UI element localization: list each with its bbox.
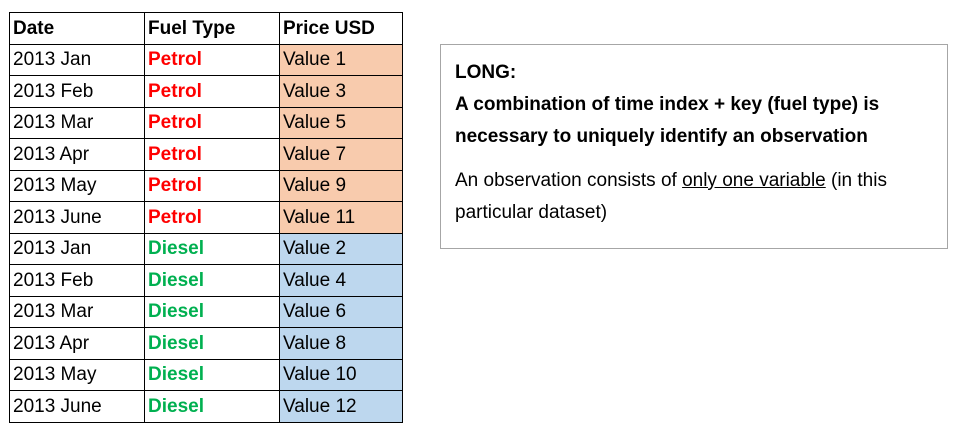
- fuel-price-table: Date Fuel Type Price USD 2013 Jan Petrol V…: [9, 12, 403, 423]
- fuel-type-cell: Petrol: [144, 43, 280, 76]
- date-cell: 2013 Feb: [9, 264, 145, 297]
- price-cell: Value 3: [279, 75, 403, 108]
- header-fuel-type: Fuel Type: [144, 12, 280, 45]
- price-cell: Value 2: [279, 232, 403, 265]
- long-format-note: LONG: A combination of time index + key …: [440, 44, 948, 249]
- fuel-type-cell: Diesel: [144, 327, 280, 360]
- header-price-usd: Price USD: [279, 12, 403, 45]
- fuel-type-cell: Petrol: [144, 75, 280, 108]
- note-text-before: An observation consists of: [455, 170, 683, 191]
- date-cell: 2013 Mar: [9, 106, 145, 139]
- date-cell: 2013 June: [9, 201, 145, 234]
- table-row: 2013 Jan Petrol Value 1: [9, 43, 403, 76]
- fuel-type-cell: Petrol: [144, 169, 280, 202]
- price-cell: Value 10: [279, 358, 403, 391]
- table-row: 2013 Feb Petrol Value 3: [9, 75, 403, 108]
- table-row: 2013 Apr Diesel Value 8: [9, 327, 403, 360]
- table-row: 2013 June Petrol Value 11: [9, 201, 403, 234]
- table-row: 2013 Mar Petrol Value 5: [9, 106, 403, 139]
- table-row: 2013 June Diesel Value 12: [9, 390, 403, 423]
- table-row: 2013 May Petrol Value 9: [9, 169, 403, 202]
- note-emphasis: A combination of time index + key (fuel …: [455, 94, 880, 147]
- date-cell: 2013 June: [9, 390, 145, 423]
- fuel-type-cell: Petrol: [144, 138, 280, 171]
- table-row: 2013 Mar Diesel Value 6: [9, 295, 403, 328]
- table-row: 2013 Jan Diesel Value 2: [9, 232, 403, 265]
- table-row: 2013 Feb Diesel Value 4: [9, 264, 403, 297]
- price-cell: Value 6: [279, 295, 403, 328]
- price-cell: Value 11: [279, 201, 403, 234]
- fuel-type-cell: Diesel: [144, 390, 280, 423]
- fuel-type-cell: Diesel: [144, 232, 280, 265]
- date-cell: 2013 Mar: [9, 295, 145, 328]
- table-body: 2013 Jan Petrol Value 1 2013 Feb Petrol Value…: [9, 43, 403, 423]
- price-cell: Value 12: [279, 390, 403, 423]
- table-header-row: Date Fuel Type Price USD: [9, 12, 403, 45]
- table-row: 2013 May Diesel Value 10: [9, 358, 403, 391]
- price-cell: Value 8: [279, 327, 403, 360]
- note-text: An observation consists of only one vari…: [455, 165, 933, 229]
- date-cell: 2013 May: [9, 169, 145, 202]
- price-cell: Value 5: [279, 106, 403, 139]
- note-text-after: (in this particular dataset): [455, 170, 887, 223]
- note-heading: LONG:: [455, 62, 517, 83]
- note-text-underlined: only one variable: [682, 170, 826, 191]
- date-cell: 2013 May: [9, 358, 145, 391]
- price-cell: Value 1: [279, 43, 403, 76]
- date-cell: 2013 Jan: [9, 232, 145, 265]
- fuel-type-cell: Petrol: [144, 201, 280, 234]
- table-row: 2013 Apr Petrol Value 7: [9, 138, 403, 171]
- price-cell: Value 9: [279, 169, 403, 202]
- date-cell: 2013 Apr: [9, 327, 145, 360]
- date-cell: 2013 Feb: [9, 75, 145, 108]
- date-cell: 2013 Jan: [9, 43, 145, 76]
- header-date: Date: [9, 12, 145, 45]
- price-cell: Value 4: [279, 264, 403, 297]
- fuel-type-cell: Diesel: [144, 264, 280, 297]
- date-cell: 2013 Apr: [9, 138, 145, 171]
- fuel-type-cell: Diesel: [144, 295, 280, 328]
- price-cell: Value 7: [279, 138, 403, 171]
- fuel-type-cell: Diesel: [144, 358, 280, 391]
- fuel-type-cell: Petrol: [144, 106, 280, 139]
